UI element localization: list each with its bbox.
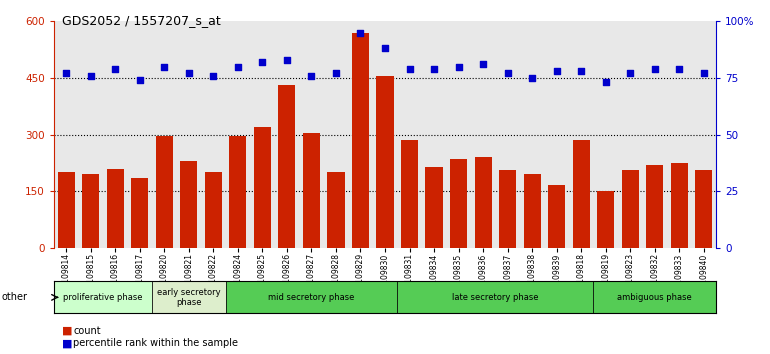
Point <box>305 73 317 79</box>
Text: late secretory phase: late secretory phase <box>452 293 539 302</box>
Bar <box>474 157 492 248</box>
Point <box>207 73 219 79</box>
Bar <box>152 281 226 313</box>
Text: other: other <box>2 292 28 302</box>
Bar <box>426 167 443 248</box>
Bar <box>54 281 152 313</box>
Text: early secretory
phase: early secretory phase <box>157 288 221 307</box>
Point <box>354 30 367 35</box>
Point <box>526 75 538 81</box>
Point <box>60 70 72 76</box>
Bar <box>598 191 614 248</box>
Text: count: count <box>73 326 101 336</box>
Bar <box>131 178 149 248</box>
Point <box>648 66 661 72</box>
Bar <box>646 165 664 248</box>
Point <box>232 64 244 69</box>
Bar <box>397 281 594 313</box>
Bar <box>303 133 320 248</box>
Point <box>109 66 122 72</box>
Text: percentile rank within the sample: percentile rank within the sample <box>73 338 238 348</box>
Point <box>428 66 440 72</box>
Bar <box>82 174 99 248</box>
Bar <box>401 140 418 248</box>
Point <box>182 70 195 76</box>
Point <box>477 62 489 67</box>
Bar <box>254 127 271 248</box>
Bar <box>205 172 222 248</box>
Bar <box>594 281 716 313</box>
Point <box>330 70 342 76</box>
Bar <box>671 163 688 248</box>
Point <box>624 70 637 76</box>
Bar <box>450 159 467 248</box>
Point <box>256 59 269 65</box>
Bar <box>695 170 712 248</box>
Bar <box>573 140 590 248</box>
Bar <box>106 169 124 248</box>
Text: ■: ■ <box>62 326 72 336</box>
Bar <box>180 161 197 248</box>
Bar <box>377 76 393 248</box>
Bar <box>524 174 541 248</box>
Bar <box>499 170 516 248</box>
Bar <box>229 136 246 248</box>
Point <box>281 57 293 63</box>
Point <box>453 64 465 69</box>
Bar <box>548 185 565 248</box>
Text: ambiguous phase: ambiguous phase <box>618 293 692 302</box>
Point <box>698 70 710 76</box>
Point <box>85 73 97 79</box>
Bar <box>58 172 75 248</box>
Point <box>600 80 612 85</box>
Bar <box>226 281 397 313</box>
Point <box>551 68 563 74</box>
Text: mid secretory phase: mid secretory phase <box>268 293 355 302</box>
Point <box>673 66 685 72</box>
Bar <box>352 33 369 248</box>
Bar <box>156 136 172 248</box>
Point <box>158 64 170 69</box>
Text: GDS2052 / 1557207_s_at: GDS2052 / 1557207_s_at <box>62 14 220 27</box>
Text: proliferative phase: proliferative phase <box>63 293 142 302</box>
Bar <box>621 170 639 248</box>
Point <box>575 68 588 74</box>
Point <box>501 70 514 76</box>
Text: ■: ■ <box>62 338 72 348</box>
Point <box>133 77 146 83</box>
Point <box>403 66 416 72</box>
Bar <box>327 172 344 248</box>
Bar <box>278 85 296 248</box>
Point <box>379 46 391 51</box>
